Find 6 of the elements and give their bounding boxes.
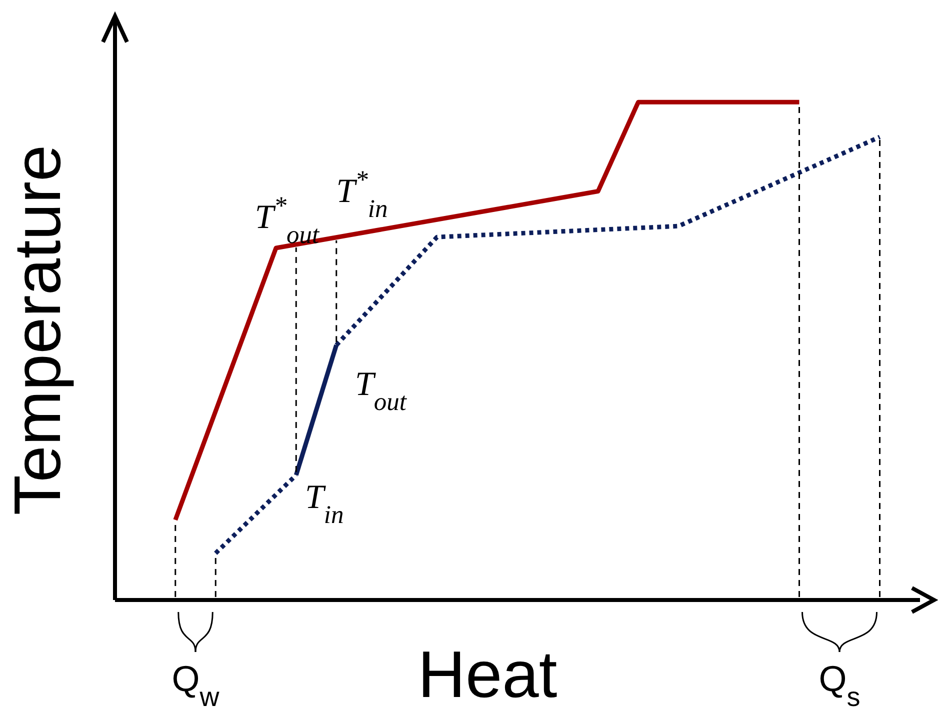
text: Q$_{s}$ — [818, 658, 860, 712]
x-axis-title: Heat — [418, 637, 558, 711]
text: Q$_{w}$ — [172, 658, 220, 712]
y-axis-title: Temperature — [0, 144, 74, 516]
annotation: T$_{in}$ — [305, 479, 344, 528]
annotation: T$_{out}$ — [355, 366, 408, 416]
